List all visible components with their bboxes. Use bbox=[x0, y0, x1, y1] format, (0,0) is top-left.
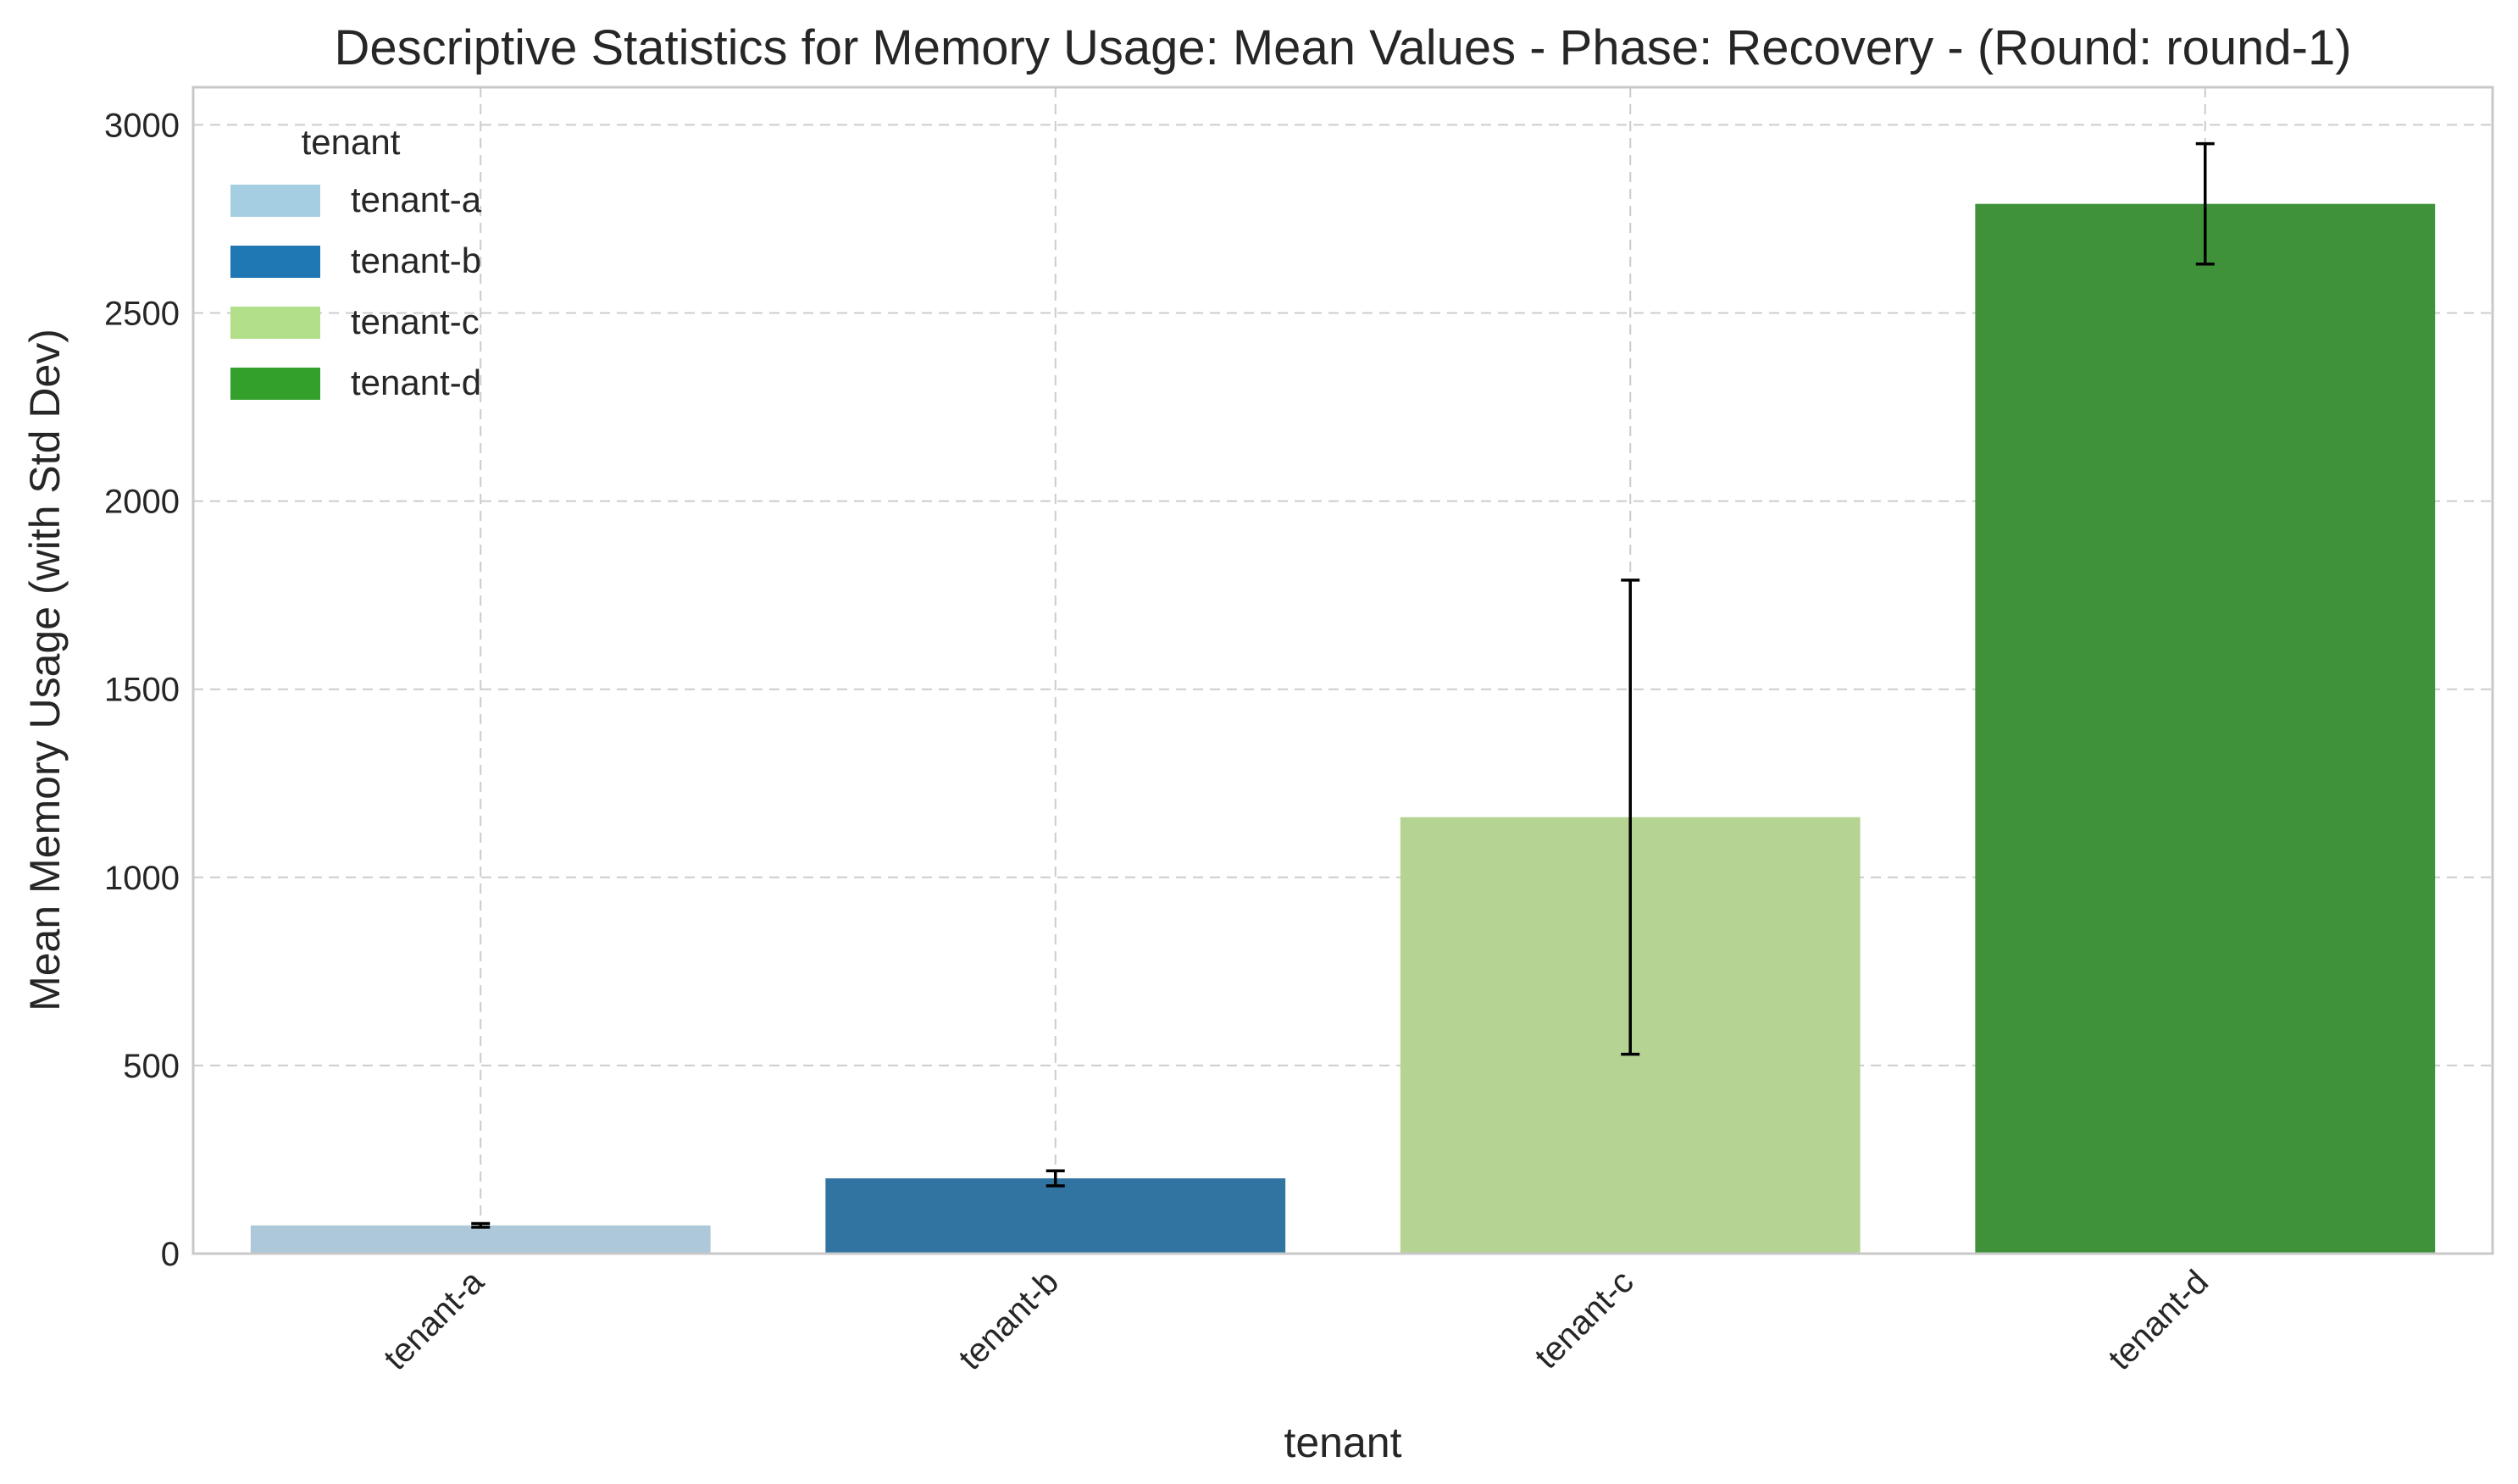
legend-label-tenant-b: tenant-b bbox=[351, 241, 481, 280]
x-tick-label-tenant-c: tenant-c bbox=[1528, 1263, 1640, 1376]
legend: tenant tenant-a tenant-b tenant-c tenant-d bbox=[230, 122, 482, 402]
bar-tenant-b bbox=[825, 1178, 1286, 1254]
x-tick-label-tenant-b: tenant-b bbox=[951, 1263, 1066, 1377]
x-tick-label-tenant-a: tenant-a bbox=[377, 1263, 491, 1377]
x-tick-label-tenant-d: tenant-d bbox=[2101, 1263, 2216, 1377]
legend-swatch-tenant-d bbox=[230, 368, 320, 400]
y-tick-label: 0 bbox=[161, 1236, 180, 1273]
x-axis-label: tenant bbox=[1284, 1419, 1401, 1466]
y-tick-label: 3000 bbox=[104, 107, 180, 144]
error-bar-tenant-b bbox=[1045, 1169, 1065, 1188]
legend-swatch-tenant-c bbox=[230, 307, 320, 339]
y-tick-label: 1000 bbox=[104, 860, 180, 897]
legend-title: tenant bbox=[302, 122, 401, 162]
bar-tenant-d bbox=[1975, 203, 2436, 1254]
legend-label-tenant-a: tenant-a bbox=[351, 180, 482, 219]
legend-label-tenant-c: tenant-c bbox=[351, 302, 480, 341]
plot-frame bbox=[191, 86, 2494, 1255]
y-tick-label: 1500 bbox=[104, 672, 180, 709]
y-tick-label: 500 bbox=[123, 1048, 180, 1085]
y-tick-label: 2500 bbox=[104, 296, 180, 333]
x-tick-labels: tenant-a tenant-b tenant-c tenant-d bbox=[377, 1263, 2216, 1377]
legend-swatch-tenant-b bbox=[230, 246, 320, 278]
legend-swatch-tenant-a bbox=[230, 185, 320, 217]
y-tick-labels: 0 500 1000 1500 2000 2500 3000 bbox=[104, 107, 180, 1273]
bar-tenant-a bbox=[250, 1225, 711, 1254]
bars bbox=[250, 203, 2436, 1254]
y-axis-label: Mean Memory Usage (with Std Dev) bbox=[21, 329, 69, 1011]
error-bar-tenant-d bbox=[2195, 141, 2215, 266]
chart-title: Descriptive Statistics for Memory Usage:… bbox=[334, 20, 2351, 75]
error-bar-tenant-c bbox=[1621, 579, 1640, 1056]
y-tick-label: 2000 bbox=[104, 484, 180, 521]
error-bar-tenant-a bbox=[471, 1221, 491, 1229]
legend-label-tenant-d: tenant-d bbox=[351, 363, 481, 402]
error-bars bbox=[471, 141, 2215, 1229]
